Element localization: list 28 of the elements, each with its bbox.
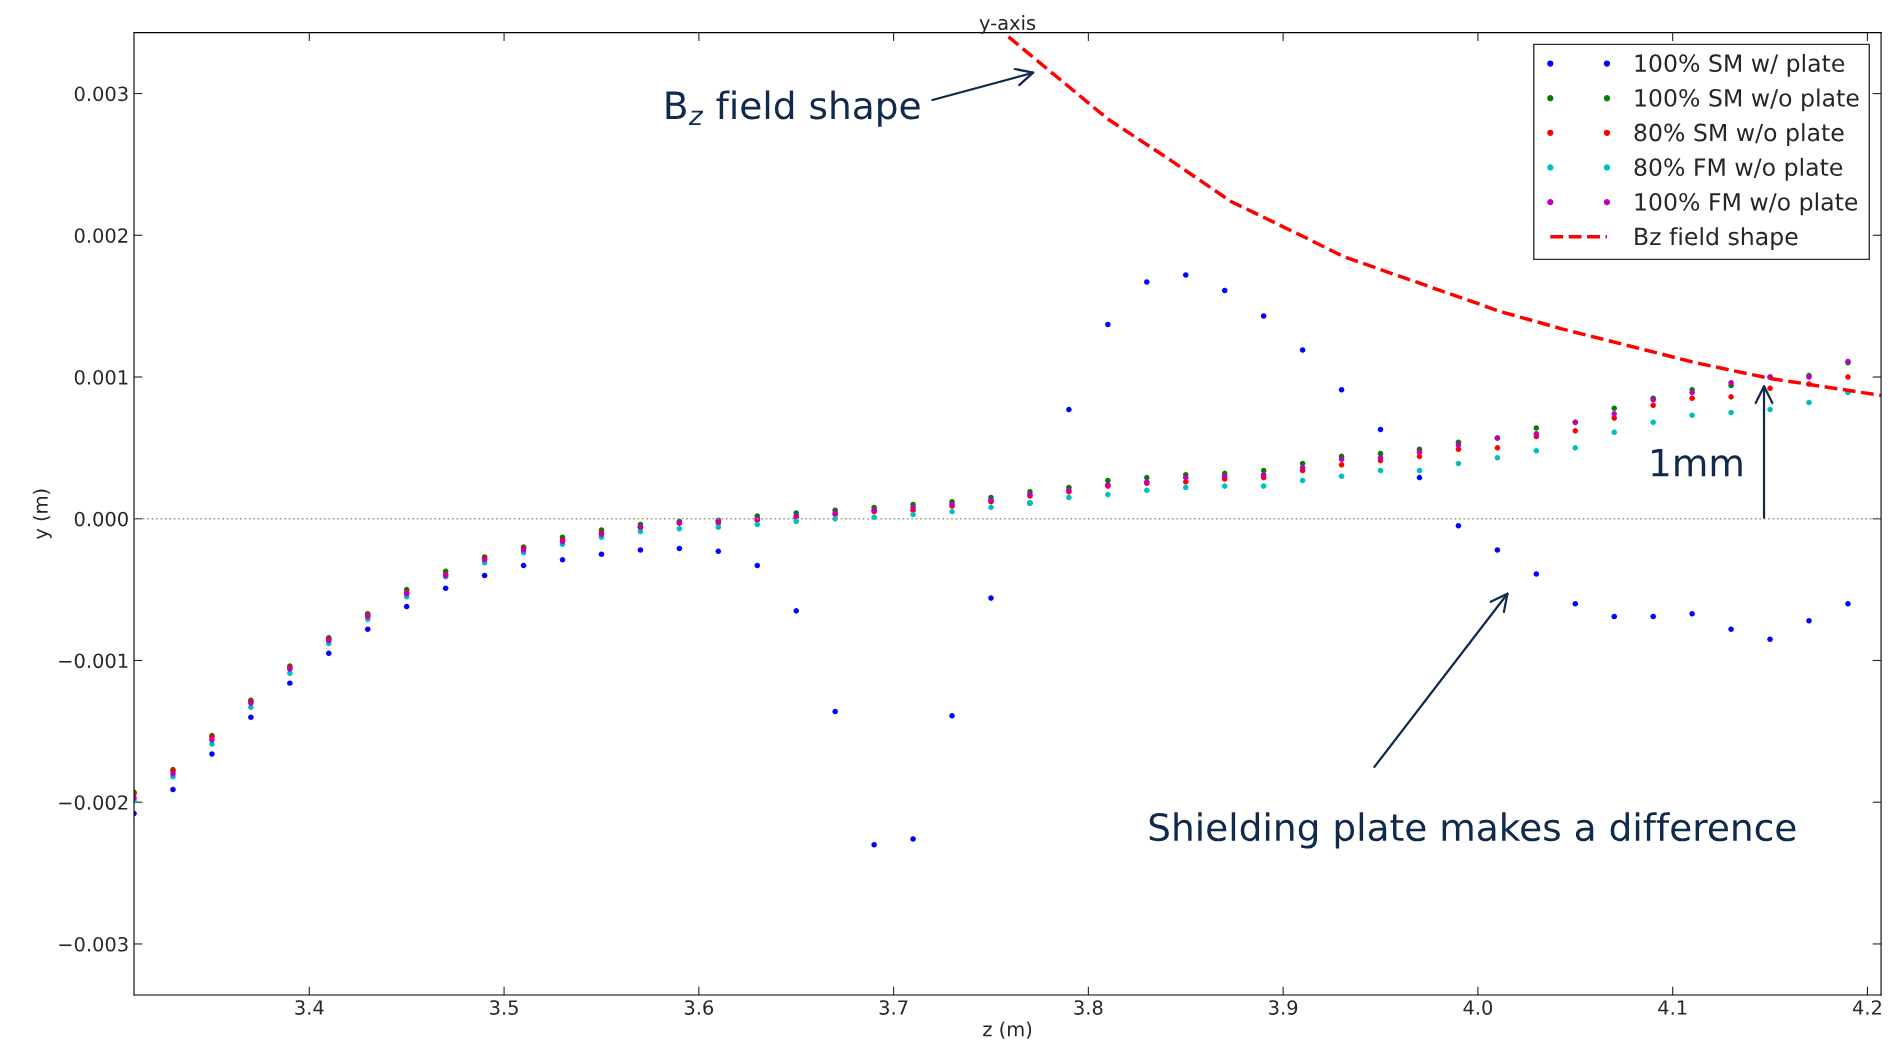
x-axis-title: z (m) [983, 1021, 1032, 1039]
annotation: B$_{z}$ field shape [666, 90, 920, 127]
legend-label: Bz field shape [1635, 227, 1798, 250]
y-tick-label: 0.002 [74, 228, 128, 243]
legend-label: 80% FM w/o plate [1634, 157, 1843, 181]
y-tick-label: −0.001 [59, 653, 128, 669]
legend-label: 80% SM w/o plate [1634, 123, 1844, 147]
x-tick-label: 4.2 [1852, 1000, 1881, 1015]
y-tick-label: 0.001 [74, 369, 128, 385]
x-tick-label: 3.5 [490, 1000, 518, 1015]
legend-label: 100% SM w/o plate [1635, 88, 1859, 112]
x-tick-label: 3.7 [879, 1000, 908, 1015]
x-tick-label: 3.6 [684, 1000, 714, 1015]
x-tick-label: 4.0 [1463, 1000, 1493, 1015]
y-tick-label: −0.003 [59, 936, 128, 952]
legend-label: 100% SM w/ plate [1635, 53, 1845, 77]
annotation: Shielding plate makes a difference [1149, 812, 1796, 849]
x-tick-label: 3.4 [295, 1000, 324, 1015]
y-tick-label: 0.000 [74, 511, 128, 527]
x-tick-label: 3.9 [1269, 1000, 1298, 1015]
y-tick-label: 0.003 [74, 86, 128, 102]
chart-title: y-axis [979, 15, 1036, 34]
legend-label: 100% FM w/o plate [1635, 192, 1858, 216]
y-tick-label: −0.002 [59, 795, 128, 810]
x-tick-label: 4.1 [1658, 1000, 1687, 1015]
x-tick-label: 3.8 [1074, 1000, 1103, 1015]
y-axis-title: y (m) [32, 489, 52, 540]
annotation: 1mm [1652, 448, 1742, 477]
